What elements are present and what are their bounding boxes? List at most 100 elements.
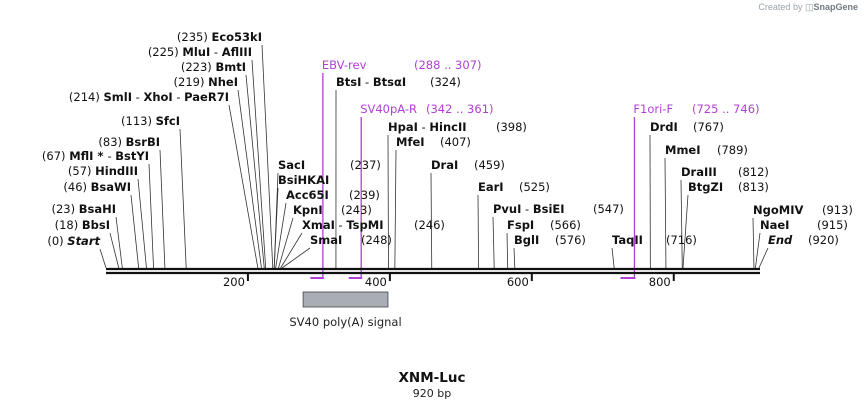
site-label-btgzi[interactable]: BtgZI (813) <box>688 180 769 194</box>
site-name-part[interactable]: NgoMIV <box>753 203 803 217</box>
feature-bar-sv40-polya[interactable] <box>302 291 389 308</box>
site-label-acc65i[interactable]: Acc65I (239) <box>286 188 380 202</box>
site-leader-acc65i <box>275 202 287 269</box>
site-label-ngomiv[interactable]: NgoMIV (913) <box>753 203 853 217</box>
site-label-smai[interactable]: SmaI (248) <box>310 233 392 247</box>
site-name-part[interactable]: SfcI <box>156 114 180 128</box>
site-label-eari[interactable]: EarI (525) <box>478 180 550 194</box>
site-name-part[interactable]: MmeI <box>665 143 701 157</box>
site-label-bsawi[interactable]: (46) BsaWI <box>63 180 131 194</box>
primer-name-sv40pa-r[interactable]: SV40pA-R <box>360 102 417 116</box>
site-name-part[interactable]: MflI <box>69 149 93 163</box>
site-leader-kpni <box>278 217 294 269</box>
site-name-part[interactable]: NheI <box>208 75 238 89</box>
site-leader-bbsi <box>109 232 120 269</box>
site-leader-fspi <box>506 232 509 269</box>
site-name-part[interactable]: SacI <box>278 158 305 172</box>
site-name-part[interactable]: End <box>768 233 793 247</box>
site-name-part[interactable]: SmaI <box>310 233 342 247</box>
site-label-xmai[interactable]: XmaI - TspMI (246) <box>302 218 445 232</box>
site-name-part[interactable]: Acc65I <box>286 188 329 202</box>
site-label-mlui[interactable]: (225) MluI - AflIII <box>148 45 252 59</box>
primer-range-ebv-rev: (288 .. 307) <box>414 58 482 72</box>
site-leader-taqii <box>611 247 615 269</box>
site-label-nhei[interactable]: (219) NheI <box>174 75 238 89</box>
site-name-part[interactable]: HincII <box>429 120 466 134</box>
site-label-sfci[interactable]: (113) SfcI <box>121 114 180 128</box>
site-label-taqii[interactable]: TaqII (716) <box>612 233 697 247</box>
site-label-drdi[interactable]: DrdI (767) <box>650 120 724 134</box>
site-label-draiii[interactable]: DraIII (812) <box>681 165 769 179</box>
site-name-part[interactable]: DraIII <box>681 165 717 179</box>
site-position-draiii: (812) <box>738 165 769 179</box>
site-name-part[interactable]: NaeI <box>760 218 789 232</box>
site-name-part[interactable]: XhoI <box>143 90 172 104</box>
site-label-eco53ki[interactable]: (235) Eco53kI <box>177 30 262 44</box>
site-label-kpni[interactable]: KpnI (243) <box>293 203 372 217</box>
site-name-part[interactable]: Eco53kI <box>211 30 262 44</box>
site-label-end[interactable]: End (920) <box>768 233 839 247</box>
site-name-part[interactable]: MluI <box>182 45 210 59</box>
site-label-mfei[interactable]: MfeI (407) <box>396 135 471 149</box>
site-name-part[interactable]: BsiHKAI <box>278 173 329 187</box>
site-label-hindiii[interactable]: (57) HindIII <box>68 164 138 178</box>
credit-prefix: Created by <box>758 2 803 12</box>
site-label-bsrbi[interactable]: (83) BsrBI <box>98 135 160 149</box>
site-name-part[interactable]: PaeR7I <box>184 90 229 104</box>
site-label-drai[interactable]: DraI (459) <box>431 158 505 172</box>
site-label-naei[interactable]: NaeI (915) <box>760 218 848 232</box>
site-label-mmei[interactable]: MmeI (789) <box>665 143 748 157</box>
credit-brand: SnapGene <box>813 2 858 12</box>
site-label-bbsi[interactable]: (18) BbsI <box>55 218 110 232</box>
site-label-smli[interactable]: (214) SmlI - XhoI - PaeR7I <box>69 90 229 104</box>
site-label-hpai[interactable]: HpaI - HincII (398) <box>388 120 527 134</box>
site-name-part[interactable]: BtsαI <box>373 75 406 89</box>
site-name-part[interactable]: * <box>93 149 107 163</box>
site-name-part[interactable]: MfeI <box>396 135 425 149</box>
site-name-part[interactable]: FspI <box>507 218 534 232</box>
site-leader-smai <box>281 247 311 269</box>
site-name-part[interactable]: TspMI <box>346 218 383 232</box>
feature-label-sv40-polya: SV40 poly(A) signal <box>289 315 401 329</box>
site-name-part[interactable]: BmtI <box>215 60 246 74</box>
site-name-part[interactable]: BsrBI <box>126 135 160 149</box>
site-position-end: (920) <box>808 233 839 247</box>
site-name-part[interactable]: HpaI <box>388 120 418 134</box>
site-label-fspi[interactable]: FspI (566) <box>507 218 581 232</box>
site-name-part[interactable]: HindIII <box>95 164 138 178</box>
site-name-part[interactable]: TaqII <box>612 233 643 247</box>
site-name-part[interactable]: BsaWI <box>91 180 131 194</box>
site-leader-bgli <box>513 247 516 269</box>
site-name-part[interactable]: BtsI <box>336 75 361 89</box>
site-name-part[interactable]: BstYI <box>115 149 149 163</box>
site-label-mfli[interactable]: (67) MflI * - BstYI <box>42 149 149 163</box>
site-name-part[interactable]: Start <box>67 234 100 248</box>
site-leader-mmei <box>664 157 667 269</box>
site-label-saci[interactable]: SacI (237) <box>278 158 381 172</box>
site-name-part[interactable]: KpnI <box>293 203 323 217</box>
site-name-part[interactable]: XmaI <box>302 218 335 232</box>
site-name-part[interactable]: BsiEI <box>533 202 565 216</box>
site-name-part[interactable]: AflIII <box>222 45 252 59</box>
site-label-bgli[interactable]: BglI (576) <box>514 233 586 247</box>
site-label-bsahi[interactable]: (23) BsaHI <box>51 202 116 216</box>
site-name-part[interactable]: EarI <box>478 180 504 194</box>
site-position-acc65i: (239) <box>349 188 380 202</box>
site-leader-bsrbi <box>159 149 166 269</box>
site-name-part[interactable]: BsaHI <box>79 202 116 216</box>
site-name-part[interactable]: BbsI <box>82 218 110 232</box>
site-label-bsihkai[interactable]: BsiHKAI <box>278 173 329 187</box>
site-label-bstsi[interactable]: BtsI - BtsαI (324) <box>336 75 461 89</box>
site-name-part[interactable]: DraI <box>431 158 458 172</box>
primer-name-f1ori-f[interactable]: F1ori-F <box>633 102 673 116</box>
site-label-bmti[interactable]: (223) BmtI <box>181 60 246 74</box>
site-name-part[interactable]: DrdI <box>650 120 678 134</box>
site-name-part[interactable]: BglI <box>514 233 539 247</box>
site-position-mfli: (67) <box>42 149 69 163</box>
primer-name-ebv-rev[interactable]: EBV-rev <box>322 58 367 72</box>
site-name-part[interactable]: PvuI <box>493 202 521 216</box>
site-name-part[interactable]: SmlI <box>104 90 133 104</box>
site-name-part[interactable]: BtgZI <box>688 180 723 194</box>
site-label-start[interactable]: (0) Start <box>47 234 100 248</box>
site-label-pvui[interactable]: PvuI - BsiEI (547) <box>493 202 624 216</box>
